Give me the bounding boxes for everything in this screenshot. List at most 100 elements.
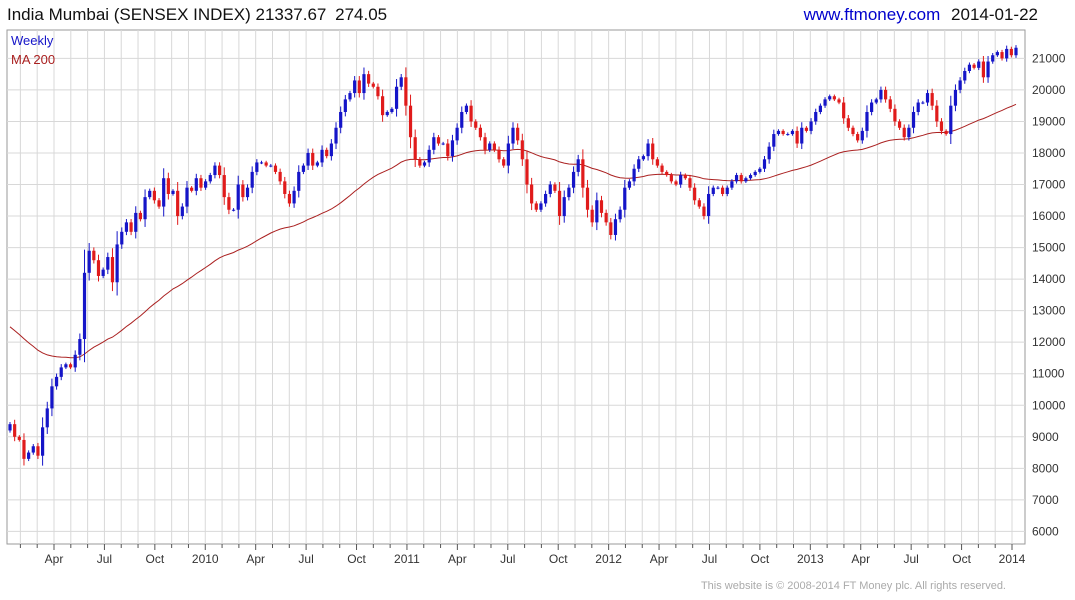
- x-tick-label: Jul: [500, 552, 515, 566]
- candle-body: [101, 269, 105, 276]
- candle-body: [227, 197, 231, 210]
- candle-body: [82, 272, 87, 340]
- candle-body: [632, 168, 636, 182]
- candle-body: [665, 171, 669, 176]
- candle-body: [781, 130, 785, 135]
- x-tick-label: Apr: [851, 552, 870, 566]
- candle-body: [180, 206, 184, 217]
- candle-body: [888, 99, 892, 109]
- candle-body: [697, 200, 701, 207]
- candle-body: [818, 105, 822, 112]
- candle-body: [683, 175, 687, 179]
- candle-body: [106, 257, 110, 270]
- candle-body: [641, 156, 646, 160]
- x-tick-label: Oct: [146, 552, 165, 566]
- site-link[interactable]: www.ftmoney.com: [803, 5, 941, 24]
- candle-body: [655, 159, 659, 166]
- candle-body: [488, 143, 492, 150]
- candle-body: [148, 190, 152, 198]
- candle-body: [879, 89, 883, 100]
- x-tick-label: Oct: [751, 552, 770, 566]
- ma-200-line: [9, 103, 1017, 359]
- x-tick-label: Oct: [347, 552, 366, 566]
- candle-body: [520, 140, 524, 160]
- candle-body: [506, 143, 510, 166]
- candle-body: [455, 127, 459, 141]
- candle-body: [776, 130, 781, 135]
- candle-body: [408, 105, 413, 138]
- candle-body: [138, 212, 143, 220]
- y-tick-label: 15000: [1032, 241, 1066, 255]
- x-tick-label: Apr: [45, 552, 64, 566]
- x-tick-label: Jul: [702, 552, 717, 566]
- chart-header: India Mumbai (SENSEX INDEX) 21337.67 274…: [0, 0, 1075, 30]
- y-tick-label: 8000: [1032, 461, 1059, 475]
- candle-body: [31, 446, 35, 453]
- candle-body: [637, 159, 641, 169]
- candle-body: [199, 178, 203, 188]
- candle-body: [59, 367, 63, 377]
- candle-body: [758, 168, 762, 172]
- candle-body: [176, 190, 180, 217]
- y-tick-label: 16000: [1032, 209, 1066, 223]
- candle-body: [511, 127, 515, 144]
- candle-body: [41, 427, 45, 456]
- candle-body: [1000, 52, 1004, 59]
- candle-body: [935, 105, 939, 122]
- candle-body: [553, 184, 557, 191]
- candle-body: [544, 193, 548, 204]
- candle-body: [618, 209, 622, 220]
- candle-body: [790, 130, 795, 135]
- candle-body: [548, 184, 552, 194]
- candle-body: [143, 197, 147, 220]
- candle-body: [353, 80, 357, 94]
- candle-body: [651, 143, 655, 160]
- price-change: 274.05: [335, 5, 388, 24]
- y-tick-label: 20000: [1032, 83, 1066, 97]
- candle-body: [590, 209, 594, 223]
- y-tick-label: 6000: [1032, 524, 1059, 538]
- candle-body: [306, 152, 310, 166]
- candle-body: [874, 99, 878, 103]
- candle-body: [581, 159, 585, 188]
- candle-body: [259, 162, 264, 164]
- candle-body: [795, 130, 799, 144]
- candle-body: [418, 159, 422, 166]
- candle-body: [343, 99, 347, 112]
- x-tick-label: Oct: [952, 552, 971, 566]
- candle-body: [264, 162, 268, 166]
- candle-body: [362, 74, 366, 94]
- candle-body: [190, 187, 194, 191]
- candle-body: [194, 178, 198, 191]
- x-tick-label: 2014: [999, 552, 1026, 566]
- candle-body: [846, 118, 850, 128]
- candle-body: [786, 134, 790, 136]
- x-tick-label: 2013: [797, 552, 824, 566]
- candle-body: [17, 436, 21, 440]
- candle-body: [245, 187, 250, 198]
- candle-body: [380, 96, 385, 116]
- candle-body: [865, 111, 869, 131]
- legend-entry: Weekly: [11, 33, 54, 48]
- candle-body: [646, 143, 650, 157]
- candle-body: [231, 209, 236, 211]
- x-tick-label: 2012: [595, 552, 622, 566]
- candle-body: [623, 187, 627, 210]
- candle-body: [385, 111, 389, 116]
- candle-body: [64, 364, 68, 368]
- candle-body: [297, 171, 301, 191]
- candle-body: [977, 61, 981, 68]
- copyright-notice: This website is © 2008-2014 FT Money plc…: [700, 580, 1006, 592]
- y-tick-label: 21000: [1032, 51, 1066, 65]
- candle-body: [469, 105, 473, 122]
- candle-body: [567, 187, 571, 198]
- y-tick-label: 12000: [1032, 335, 1066, 349]
- y-tick-label: 7000: [1032, 493, 1059, 507]
- candle-body: [851, 127, 855, 135]
- candle-body: [627, 181, 632, 188]
- candle-body: [241, 184, 245, 198]
- candle-body: [707, 193, 711, 217]
- candle-body: [921, 102, 925, 104]
- candle-body: [823, 99, 827, 106]
